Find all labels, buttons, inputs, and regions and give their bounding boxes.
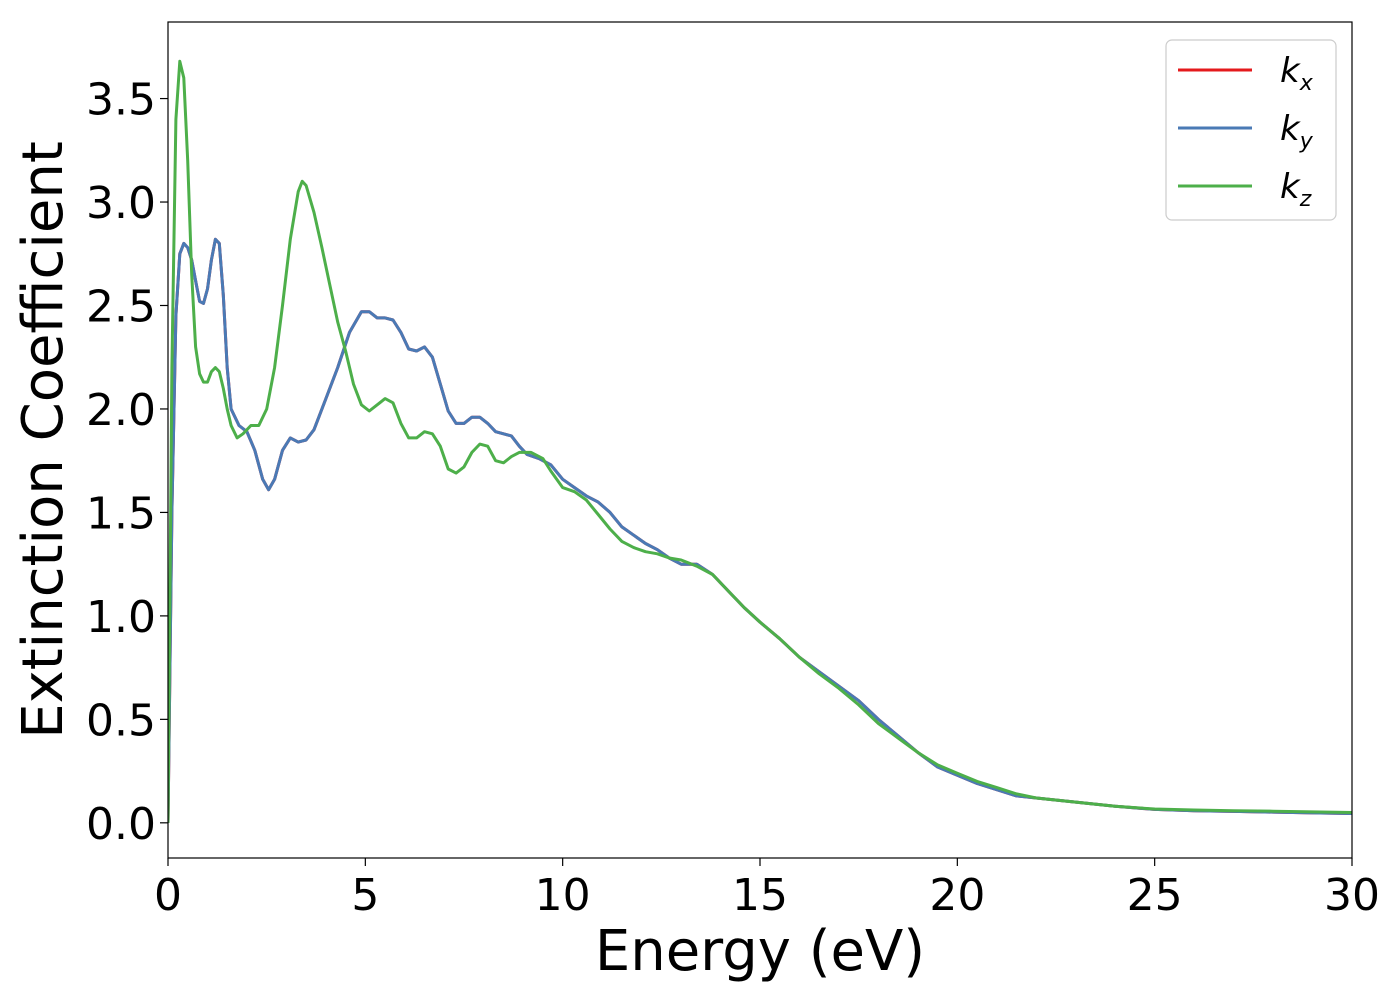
y-tick-label: 0.0 — [86, 799, 156, 850]
legend-label-kx: kx — [1280, 51, 1314, 96]
legend-box — [1165, 39, 1337, 221]
y-tick-label: 2.5 — [86, 281, 156, 332]
legend: kx ky kz — [1165, 39, 1337, 221]
series-line-ky — [168, 237, 1352, 823]
x-tick-label: 30 — [1324, 870, 1380, 921]
series-layer — [168, 59, 1352, 823]
y-tick-label: 1.5 — [86, 488, 156, 539]
y-tick-label: 3.0 — [86, 178, 156, 229]
y-axis-ticks: 0.0 0.5 1.0 1.5 2.0 2.5 3.0 3.5 — [86, 75, 168, 850]
y-tick-label: 2.0 — [86, 385, 156, 436]
legend-label-kz: kz — [1280, 167, 1312, 212]
y-axis-label: Extinction Coefficient — [11, 141, 76, 739]
x-tick-label: 20 — [929, 870, 985, 921]
x-axis-ticks: 0 5 10 15 20 25 30 — [154, 858, 1380, 921]
x-tick-label: 0 — [154, 870, 182, 921]
x-axis-label: Energy (eV) — [595, 919, 925, 984]
y-tick-label: 0.5 — [86, 695, 156, 746]
y-tick-label: 3.5 — [86, 75, 156, 126]
x-tick-label: 15 — [732, 870, 788, 921]
x-tick-label: 10 — [535, 870, 591, 921]
x-tick-label: 5 — [351, 870, 379, 921]
y-tick-label: 1.0 — [86, 592, 156, 643]
series-line-kz — [168, 59, 1352, 823]
x-tick-label: 25 — [1127, 870, 1183, 921]
legend-label-ky: ky — [1280, 109, 1314, 154]
